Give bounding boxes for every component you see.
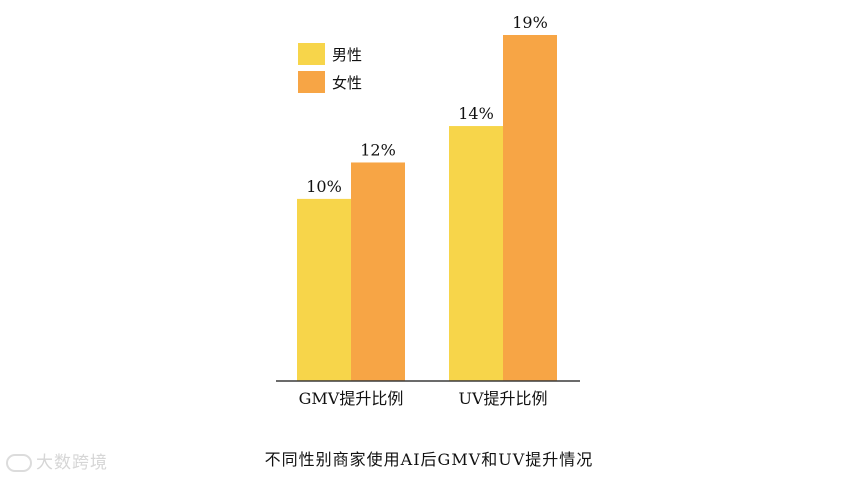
bar-2-1: [449, 126, 503, 381]
watermark: 大数跨境: [6, 448, 108, 473]
watermark-text: 大数跨境: [36, 453, 108, 473]
category-label-2: UV提升比例: [458, 389, 547, 408]
bars-group: [297, 35, 557, 381]
legend-label-1: 男性: [332, 46, 362, 64]
chart-caption: 不同性别商家使用AI后GMV和UV提升情况: [264, 450, 594, 469]
legend-label-2: 女性: [332, 74, 362, 92]
legend-swatch-1: [298, 43, 325, 65]
legend-swatch-2: [298, 71, 325, 93]
value-labels-group: 10% 12% 14% 19%: [306, 13, 548, 196]
watermark-logo-icon: [6, 454, 32, 472]
bar-1-2: [351, 162, 405, 381]
value-label-2-1: 14%: [458, 104, 494, 123]
bar-2-2: [503, 35, 557, 381]
category-labels-group: GMV提升比例 UV提升比例: [299, 389, 548, 408]
category-label-1: GMV提升比例: [299, 389, 404, 408]
value-label-1-2: 12%: [360, 140, 396, 159]
value-label-1-1: 10%: [306, 177, 342, 196]
bar-1-1: [297, 198, 351, 381]
value-label-2-2: 19%: [512, 13, 548, 32]
